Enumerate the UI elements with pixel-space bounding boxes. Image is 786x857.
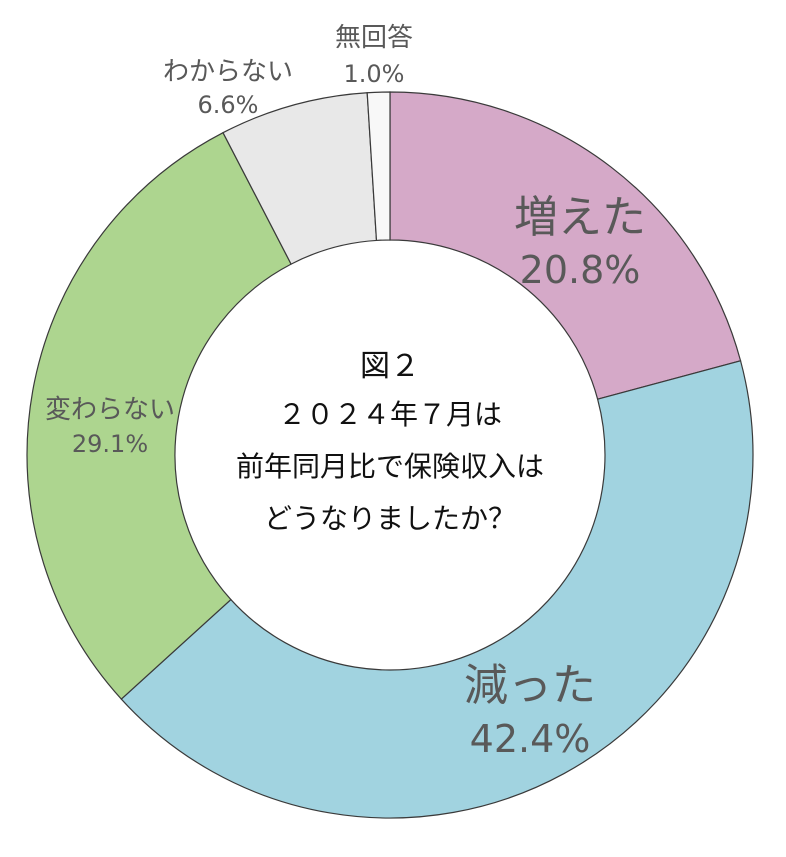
labels-group: 増えた 20.8% 減った 42.4% 変わらない 29.1% わからない 6.6% 無回答 1.… <box>45 23 646 761</box>
slice-value-2: 29.1% <box>72 430 148 458</box>
slice-value-4: 1.0% <box>344 60 405 88</box>
title-line-3: 前年同月比で保険収入は <box>236 450 544 483</box>
slice-0 <box>389 91 742 400</box>
slice-value-1: 42.4% <box>470 717 591 761</box>
slice-label-2: 変わらない <box>45 395 175 425</box>
slices-group <box>26 91 754 819</box>
slice-value-0: 20.8% <box>520 248 641 292</box>
slice-value-3: 6.6% <box>198 91 259 119</box>
chart-title: 図２ ２０２４年７月は 前年同月比で保険収入は どうなりましたか？ <box>236 349 544 535</box>
title-line-1: 図２ <box>360 349 420 384</box>
slice-label-1: 減った <box>464 660 596 711</box>
slice-label-4: 無回答 <box>335 23 413 53</box>
slice-1 <box>120 360 754 819</box>
slice-2 <box>26 131 292 700</box>
slice-label-0: 増えた <box>514 192 646 243</box>
title-line-2: ２０２４年７月は <box>278 398 502 431</box>
slice-label-3: わからない <box>163 57 293 87</box>
title-line-4: どうなりましたか？ <box>264 502 516 535</box>
slice-4 <box>366 91 391 242</box>
